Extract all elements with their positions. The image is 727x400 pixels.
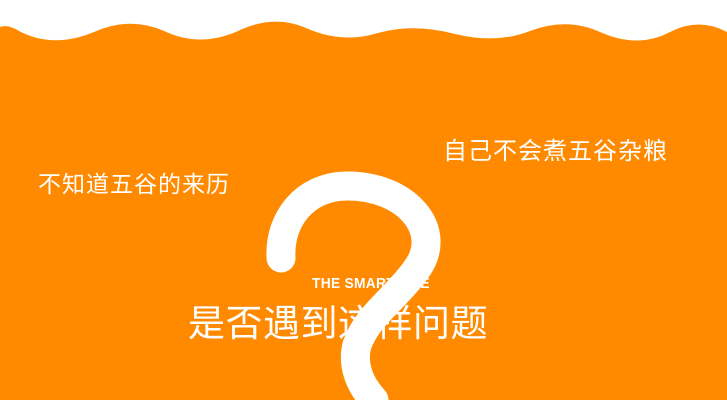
right-question-text: 自己不会煮五谷杂粮 (443, 137, 668, 165)
large-question-mark-icon (266, 171, 441, 400)
top-wave-border (0, 0, 727, 41)
left-question-text: 不知道五谷的来历 (38, 172, 230, 198)
smart-tagline: THE SMART ONE (312, 275, 430, 292)
main-title: 是否遇到这样问题 (188, 302, 488, 345)
